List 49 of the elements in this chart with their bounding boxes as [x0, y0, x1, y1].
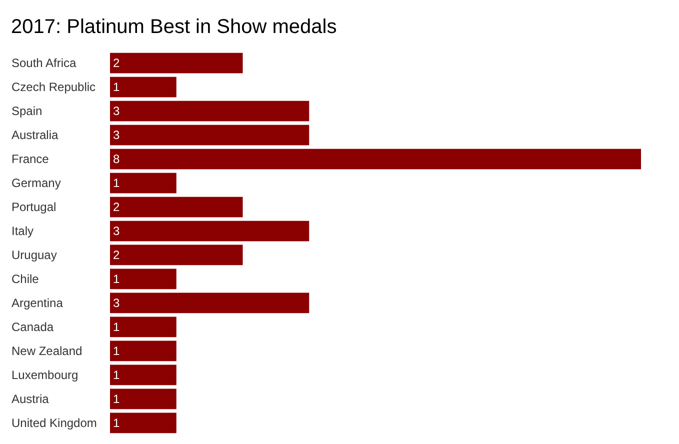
data-label: 1: [113, 176, 120, 190]
y-tick-label: Italy: [12, 224, 34, 238]
y-tick-label: Austria: [12, 392, 50, 406]
data-label: 3: [113, 104, 120, 118]
chart-title: 2017: Platinum Best in Show medals: [11, 16, 337, 38]
bar: [110, 196, 243, 218]
bar: [110, 316, 176, 338]
y-tick-label: France: [12, 152, 50, 166]
bar: [110, 220, 310, 242]
y-tick-label: Chile: [12, 272, 40, 286]
data-label: 2: [113, 248, 120, 262]
y-tick-label: United Kingdom: [12, 416, 97, 430]
bar: [110, 292, 310, 314]
y-tick-label: South Africa: [12, 56, 77, 70]
data-label: 8: [113, 152, 120, 166]
y-tick-label: Argentina: [12, 296, 64, 310]
data-label: 1: [113, 368, 120, 382]
y-tick-label: Germany: [12, 176, 61, 190]
y-tick-label: Czech Republic: [12, 80, 96, 94]
bar: [110, 412, 176, 434]
bar: [110, 100, 310, 122]
data-label: 1: [113, 344, 120, 358]
bar: [110, 76, 176, 98]
data-label: 3: [113, 224, 120, 238]
bar: [110, 148, 641, 170]
bar: [110, 172, 176, 194]
data-label: 1: [113, 392, 120, 406]
y-tick-label: Australia: [12, 128, 59, 142]
y-tick-label: Spain: [12, 104, 42, 118]
data-label: 3: [113, 128, 120, 142]
bar: [110, 340, 176, 362]
data-label: 3: [113, 296, 120, 310]
bar: [110, 364, 176, 386]
bar: [110, 244, 243, 266]
bar: [110, 388, 176, 410]
y-tick-label: Luxembourg: [12, 368, 78, 382]
data-label: 1: [113, 80, 120, 94]
data-label: 1: [113, 320, 120, 334]
y-tick-label: New Zealand: [12, 344, 82, 358]
bar: [110, 268, 176, 290]
bar: [110, 52, 243, 74]
y-tick-label: Portugal: [12, 200, 56, 214]
data-label: 2: [113, 56, 120, 70]
bar: [110, 124, 310, 146]
data-label: 1: [113, 272, 120, 286]
data-label: 2: [113, 200, 120, 214]
y-tick-label: Uruguay: [12, 248, 57, 262]
y-tick-label: Canada: [12, 320, 54, 334]
data-label: 1: [113, 416, 120, 430]
